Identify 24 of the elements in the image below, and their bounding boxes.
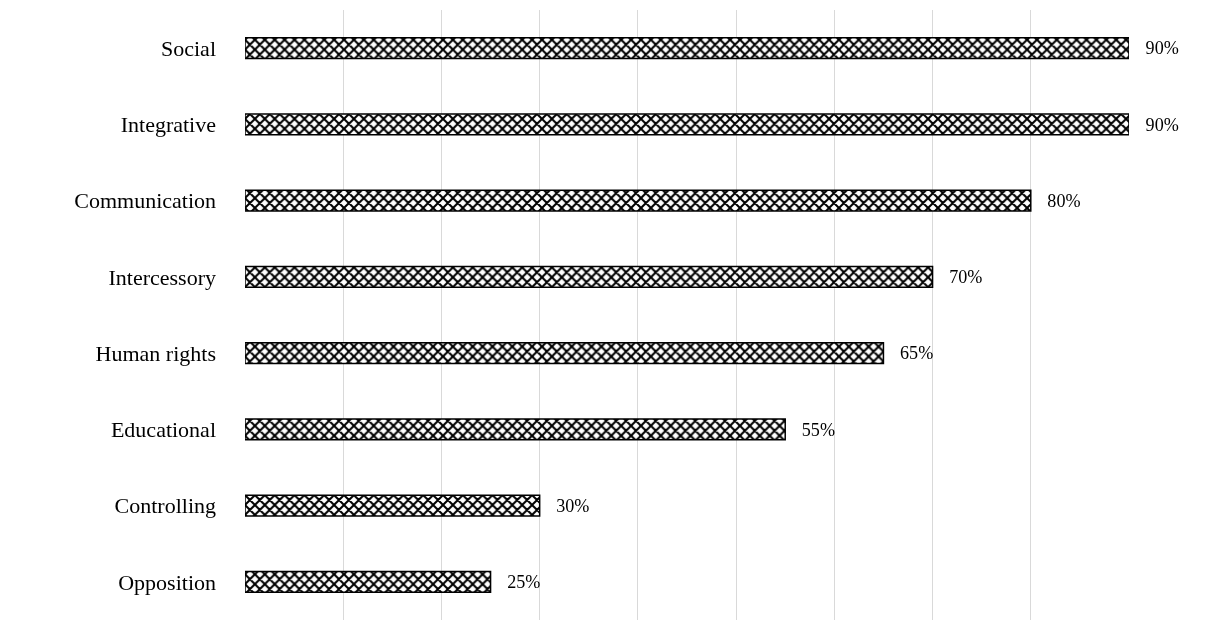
- data-label: 80%: [1033, 190, 1081, 211]
- y-tick-label: Educational: [110, 417, 216, 443]
- data-label: 70%: [935, 267, 983, 288]
- bar: [245, 418, 786, 441]
- y-tick-label: Intercessory: [108, 264, 216, 290]
- y-tick-label: Integrative: [120, 112, 216, 138]
- bar: [245, 494, 541, 517]
- data-label: 55%: [788, 419, 836, 440]
- bar: [245, 342, 885, 365]
- y-tick-label: Opposition: [118, 569, 216, 595]
- data-label: 30%: [542, 495, 590, 516]
- bar: [245, 113, 1129, 136]
- y-tick-label: Communication: [74, 188, 216, 214]
- y-tick-label: Social: [161, 35, 216, 61]
- bar: [245, 570, 492, 593]
- y-tick-label: Human rights: [95, 340, 216, 366]
- bar: [245, 189, 1032, 212]
- data-label: 90%: [1132, 114, 1179, 135]
- data-label: 90%: [1132, 38, 1179, 59]
- y-tick-label: Controlling: [114, 493, 216, 519]
- bar: [245, 37, 1129, 60]
- data-label: 65%: [886, 343, 934, 364]
- data-label: 25%: [493, 572, 541, 593]
- bar: [245, 265, 934, 288]
